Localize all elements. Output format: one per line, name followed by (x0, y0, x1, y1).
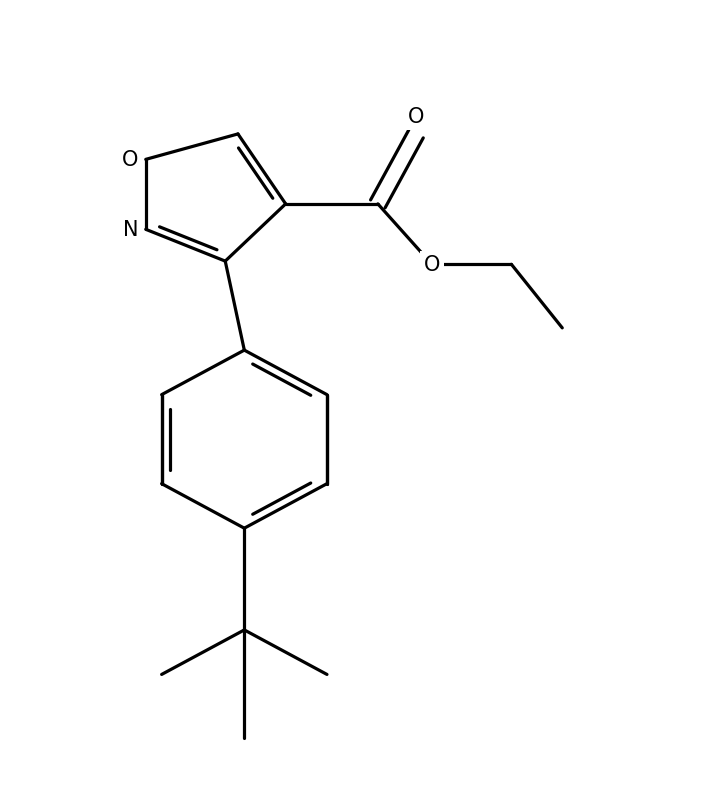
Text: O: O (423, 255, 440, 275)
Text: O: O (408, 107, 424, 127)
Text: N: N (122, 220, 138, 240)
Text: O: O (122, 150, 138, 170)
